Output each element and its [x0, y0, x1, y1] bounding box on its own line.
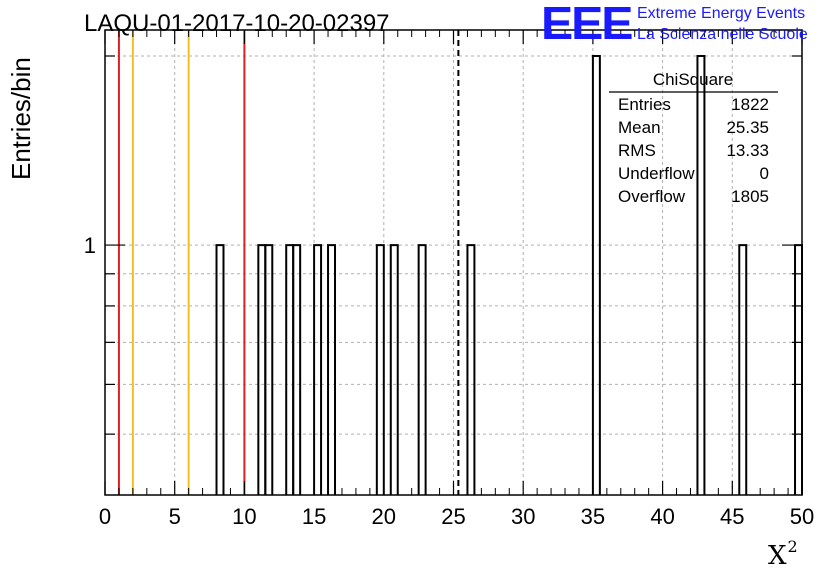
histogram-bar — [257, 244, 267, 495]
chart-title: LAQU-01-2017-10-20-02397 — [84, 10, 390, 37]
stats-label: Entries — [618, 95, 671, 114]
stats-title: ChiSquare — [653, 70, 733, 89]
eee-logo-mark: EEE — [541, 0, 633, 49]
axis-ticks — [104, 30, 803, 495]
x-tick-label: 5 — [169, 504, 181, 529]
stats-label: Underflow — [618, 164, 695, 183]
x-tick-label: 45 — [720, 504, 744, 529]
histogram-bar — [313, 244, 323, 495]
x-tick-label: 15 — [302, 504, 326, 529]
stats-label: RMS — [618, 141, 656, 160]
x-axis-label-main: X — [768, 541, 787, 571]
histogram-bar — [389, 244, 399, 495]
x-axis-label: X2 — [768, 537, 798, 571]
histogram-bar — [215, 244, 225, 495]
stats-box: ChiSquare Entries 1822 Mean 25.35 RMS 13.33 Un… — [609, 70, 778, 206]
x-tick-label: 30 — [511, 504, 535, 529]
stats-value: 1822 — [731, 95, 769, 114]
histogram-bar — [696, 54, 706, 495]
histogram-bars — [215, 54, 803, 495]
histogram-bar — [417, 244, 427, 495]
histogram-bar — [327, 244, 337, 495]
histogram-bar — [285, 244, 295, 495]
grid — [105, 30, 802, 495]
x-tick-label: 10 — [232, 504, 256, 529]
x-tick-labels: 0 5 10 15 20 25 30 35 40 45 50 — [99, 504, 814, 529]
reference-lines — [117, 30, 460, 495]
eee-logo: EEE Extreme Energy Events La Scienza nel… — [541, 0, 831, 49]
x-tick-label: 40 — [650, 504, 674, 529]
x-tick-label: 20 — [372, 504, 396, 529]
x-tick-label: 35 — [581, 504, 605, 529]
histogram-bar — [738, 244, 748, 495]
y-tick-label: 1 — [84, 233, 96, 258]
stats-label: Mean — [618, 118, 661, 137]
stats-value: 1805 — [731, 187, 769, 206]
stats-value: 0 — [760, 164, 769, 183]
logo-text-line2: La Scienza nelle Scuole — [637, 26, 808, 43]
stats-value: 25.35 — [726, 118, 769, 137]
x-tick-label: 25 — [441, 504, 465, 529]
y-tick-labels: 1 — [84, 233, 96, 258]
stats-value: 13.33 — [726, 141, 769, 160]
logo-text-line1: Extreme Energy Events — [637, 5, 806, 22]
histogram-bar — [292, 244, 302, 495]
histogram-bar — [466, 244, 476, 495]
histogram-bar — [375, 244, 385, 495]
y-axis-label: Entries/bin — [6, 57, 36, 180]
x-tick-label: 50 — [790, 504, 814, 529]
histogram-bar — [794, 244, 803, 495]
histogram-bar — [591, 54, 601, 495]
stats-label: Overflow — [618, 187, 686, 206]
x-axis-label-superscript: 2 — [787, 537, 798, 556]
x-tick-label: 0 — [99, 504, 111, 529]
histogram-bar — [264, 244, 274, 495]
